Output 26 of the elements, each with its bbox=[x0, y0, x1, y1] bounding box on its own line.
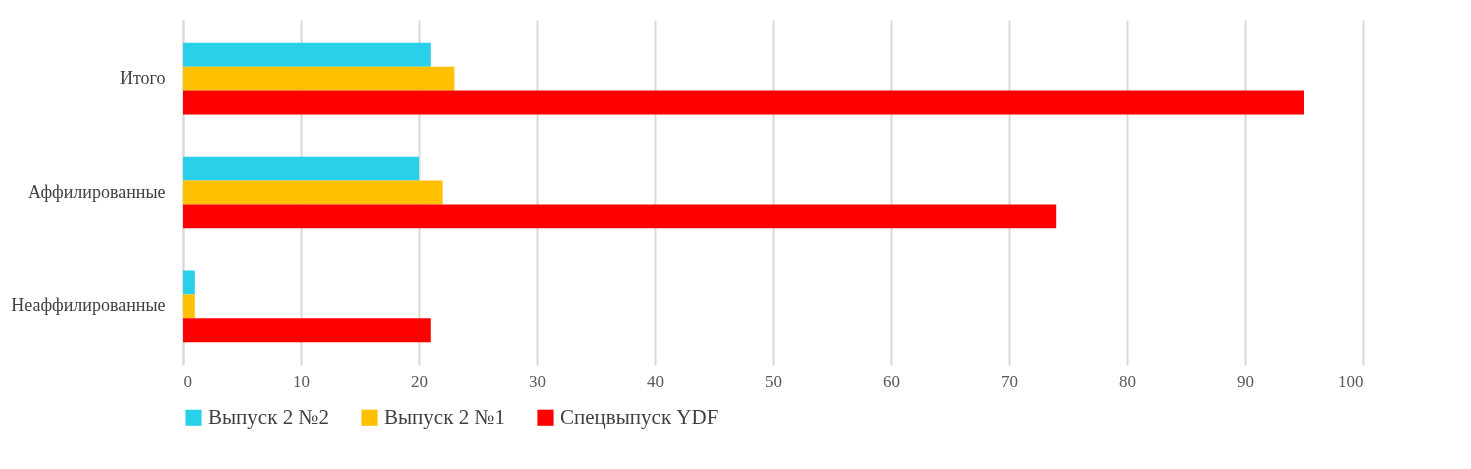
x-tick-label: 70 bbox=[1001, 371, 1018, 391]
x-tick-label: 0 bbox=[183, 371, 192, 391]
x-tick-label: 50 bbox=[765, 371, 782, 391]
x-tick-label: 100 bbox=[1338, 371, 1364, 391]
x-tick-label: 10 bbox=[293, 371, 310, 391]
x-tick-label: 20 bbox=[411, 371, 428, 391]
x-tick-label: 90 bbox=[1237, 371, 1254, 391]
y-tick-label: Итого bbox=[119, 67, 166, 88]
x-tick-label: 80 bbox=[1119, 371, 1136, 391]
y-tick-label: Аффилированные bbox=[28, 181, 166, 202]
legend-label: Выпуск 2 №1 bbox=[384, 404, 505, 429]
bar bbox=[183, 180, 443, 205]
bar bbox=[183, 270, 195, 295]
bar bbox=[183, 90, 1304, 115]
bar bbox=[183, 318, 431, 343]
bar bbox=[183, 294, 195, 319]
legend-label: Выпуск 2 №2 bbox=[208, 404, 329, 429]
x-tick-label: 40 bbox=[647, 371, 664, 391]
bar bbox=[183, 66, 455, 91]
bar bbox=[183, 156, 419, 181]
x-tick-label: 30 bbox=[529, 371, 546, 391]
bar bbox=[183, 204, 1057, 229]
y-tick-label: Неаффилированные bbox=[11, 295, 166, 316]
bar bbox=[183, 42, 431, 67]
x-tick-label: 60 bbox=[883, 371, 900, 391]
legend-label: Спецвыпуск YDF bbox=[560, 404, 719, 429]
